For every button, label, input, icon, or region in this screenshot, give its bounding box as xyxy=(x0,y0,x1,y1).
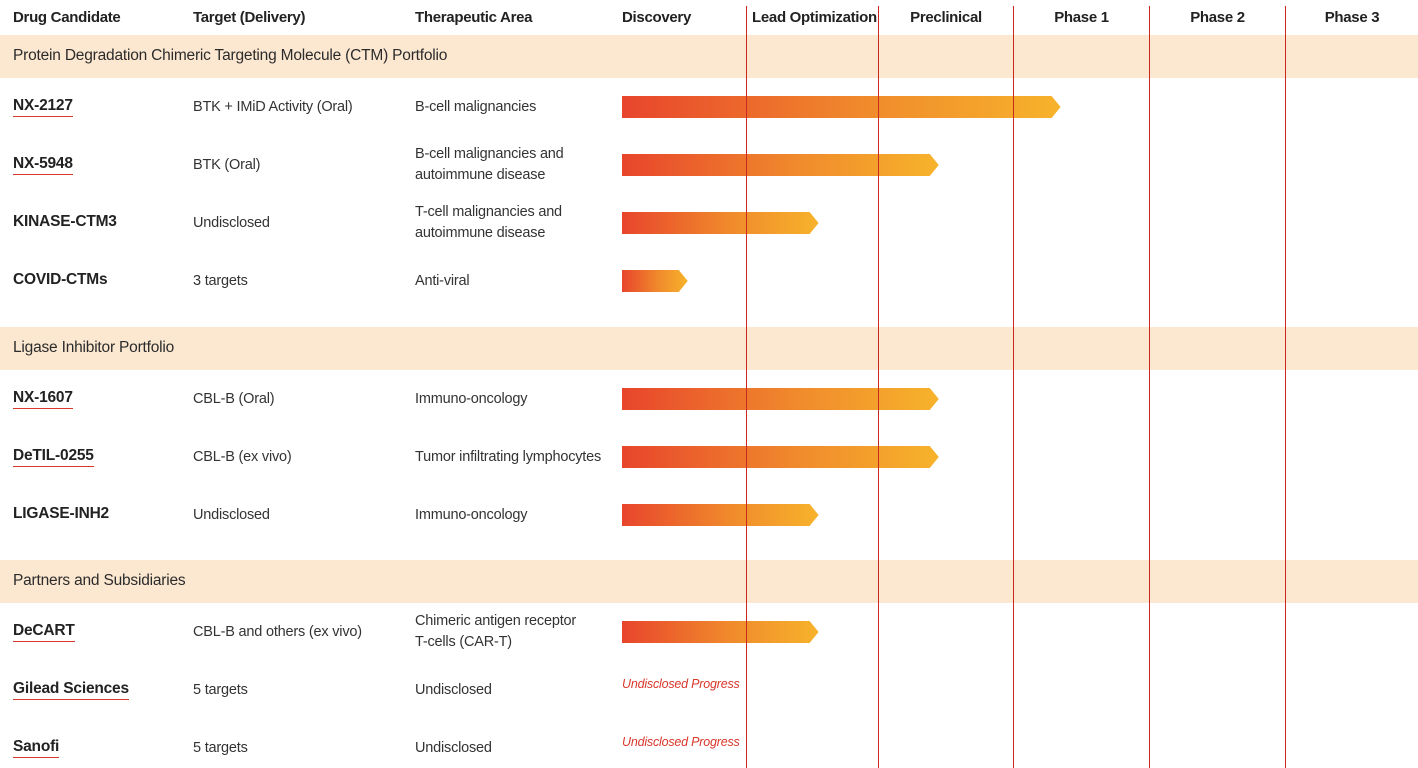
header-therapeutic-area: Therapeutic Area xyxy=(415,9,533,26)
stage-header-phase-3: Phase 3 xyxy=(1324,9,1380,26)
therapeutic-area-cell: Anti-viral xyxy=(415,271,470,292)
section-band xyxy=(0,560,1418,603)
therapeutic-area-line: Immuno-oncology xyxy=(415,391,528,407)
target-cell: 3 targets xyxy=(193,273,248,289)
stage-header-preclinical: Preclinical xyxy=(910,9,982,26)
drug-name-detil-0255[interactable]: DeTIL-0255 xyxy=(13,447,94,467)
therapeutic-area-line: B-cell malignancies and xyxy=(415,146,564,162)
section-band xyxy=(0,327,1418,370)
stage-header-lead-optimization: Lead Optimization xyxy=(752,9,877,26)
target-cell: CBL-B and others (ex vivo) xyxy=(193,624,362,640)
stage-header-phase-1: Phase 1 xyxy=(1054,9,1109,26)
drug-name-sanofi[interactable]: Sanofi xyxy=(13,738,59,758)
therapeutic-area-line: Chimeric antigen receptor xyxy=(415,613,577,629)
therapeutic-area-cell: B-cell malignancies xyxy=(415,97,536,118)
section-title: Protein Degradation Chimeric Targeting M… xyxy=(13,47,448,64)
therapeutic-area-line: Undisclosed xyxy=(415,682,492,698)
drug-name-covid-ctms: COVID-CTMs xyxy=(13,271,108,288)
therapeutic-area-line: T-cell malignancies and xyxy=(415,204,562,220)
progress-bar-nx-5948 xyxy=(622,154,939,176)
stage-divider xyxy=(1285,6,1286,768)
stage-header-discovery: Discovery xyxy=(622,9,692,26)
section-band xyxy=(0,35,1418,78)
target-cell: BTK (Oral) xyxy=(193,157,261,173)
stage-header-phase-2: Phase 2 xyxy=(1190,9,1245,26)
drug-name-ligase-inh2: LIGASE-INH2 xyxy=(13,505,109,522)
therapeutic-area-cell: Undisclosed xyxy=(415,738,492,759)
therapeutic-area-line: autoimmune disease xyxy=(415,225,546,241)
stage-divider xyxy=(1149,6,1150,768)
drug-name-nx-2127[interactable]: NX-2127 xyxy=(13,97,73,117)
therapeutic-area-line: Immuno-oncology xyxy=(415,507,528,523)
progress-bar-decart xyxy=(622,621,819,643)
target-cell: Undisclosed xyxy=(193,507,270,523)
therapeutic-area-line: B-cell malignancies xyxy=(415,99,537,115)
therapeutic-area-cell: Tumor infiltrating lymphocytes xyxy=(415,447,601,468)
therapeutic-area-cell: Undisclosed xyxy=(415,680,492,701)
section-title: Ligase Inhibitor Portfolio xyxy=(13,339,175,356)
therapeutic-area-line: Undisclosed xyxy=(415,740,492,756)
progress-bar-nx-1607 xyxy=(622,388,939,410)
therapeutic-area-cell: Chimeric antigen receptor T-cells (CAR-T) xyxy=(415,611,576,653)
stage-divider xyxy=(1013,6,1014,768)
therapeutic-area-cell: Immuno-oncology xyxy=(415,505,527,526)
therapeutic-area-line: Anti-viral xyxy=(415,273,470,289)
target-cell: Undisclosed xyxy=(193,215,270,231)
section-title: Partners and Subsidiaries xyxy=(13,572,186,589)
therapeutic-area-cell: Immuno-oncology xyxy=(415,389,527,410)
undisclosed-progress-note: Undisclosed Progress xyxy=(622,677,740,691)
drug-name-gilead-sciences[interactable]: Gilead Sciences xyxy=(13,680,129,700)
stage-divider xyxy=(878,6,879,768)
drug-name-kinase-ctm3: KINASE-CTM3 xyxy=(13,213,117,230)
progress-bar-nx-2127 xyxy=(622,96,1061,118)
target-cell: BTK + IMiD Activity (Oral) xyxy=(193,99,353,115)
target-cell: CBL-B (ex vivo) xyxy=(193,449,292,465)
therapeutic-area-line: Tumor infiltrating lymphocytes xyxy=(415,449,602,465)
progress-bar-detil-0255 xyxy=(622,446,939,468)
stage-divider xyxy=(746,6,747,768)
drug-name-nx-5948[interactable]: NX-5948 xyxy=(13,155,73,175)
drug-name-nx-1607[interactable]: NX-1607 xyxy=(13,389,73,409)
progress-bar-ligase-inh2 xyxy=(622,504,819,526)
target-cell: 5 targets xyxy=(193,740,248,756)
progress-bar-kinase-ctm3 xyxy=(622,212,819,234)
undisclosed-progress-note: Undisclosed Progress xyxy=(622,735,740,749)
target-cell: 5 targets xyxy=(193,682,248,698)
therapeutic-area-line: T-cells (CAR-T) xyxy=(415,634,512,650)
header-target: Target (Delivery) xyxy=(193,9,306,26)
header-drug-candidate: Drug Candidate xyxy=(13,9,121,26)
target-cell: CBL-B (Oral) xyxy=(193,391,275,407)
therapeutic-area-cell: B-cell malignancies and autoimmune diseas… xyxy=(415,144,564,186)
drug-name-decart[interactable]: DeCART xyxy=(13,622,75,642)
therapeutic-area-line: autoimmune disease xyxy=(415,167,546,183)
therapeutic-area-cell: T-cell malignancies and autoimmune diseas… xyxy=(415,202,562,244)
progress-bar-covid-ctms xyxy=(622,270,688,292)
